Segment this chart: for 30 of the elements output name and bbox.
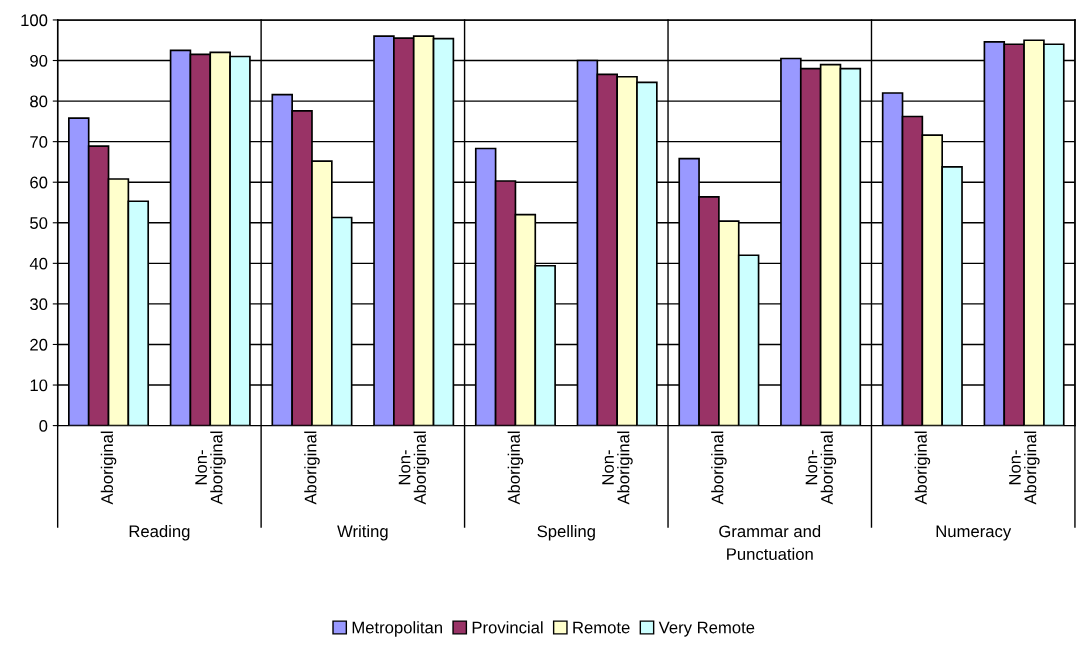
text: Grammar and Punctuation: [719, 524, 821, 561]
legend-label: Provincial: [472, 621, 543, 634]
text: Numeracy: [936, 525, 1012, 541]
text: Spelling: [537, 524, 595, 541]
legend-label: Metropolitan: [352, 621, 442, 637]
x-tick-label: Non- Aboriginal: [805, 431, 837, 505]
x-tick-label: Aboriginal: [711, 431, 727, 505]
legend-label: Very Remote: [658, 621, 755, 637]
y-tick-label: 90: [30, 54, 48, 67]
x-tick-label: Aboriginal: [507, 431, 524, 505]
x-tick-label: Non- Aboriginal: [195, 431, 226, 505]
y-tick-label: 10: [30, 379, 48, 392]
x-tick-label: Non- Aboriginal: [1009, 431, 1040, 505]
y-tick-label: 80: [30, 95, 48, 108]
y-tick-label: 70: [30, 136, 48, 148]
y-tick-label: 0: [39, 420, 48, 432]
y-tick-label: 20: [30, 338, 48, 351]
x-tick-label: Non- Aboriginal: [602, 431, 633, 505]
x-tick-label: Aboriginal: [914, 431, 931, 505]
y-tick-label: 30: [30, 298, 48, 311]
text: Writing: [337, 524, 388, 541]
x-tick-label: Aboriginal: [304, 431, 320, 505]
y-tick-label: 100: [21, 14, 48, 27]
legend-label: Remote: [573, 621, 630, 634]
x-tick-label: Non- Aboriginal: [398, 431, 430, 505]
text: Reading: [129, 524, 190, 541]
y-tick-label: 60: [30, 176, 48, 189]
y-tick-label: 40: [29, 257, 48, 270]
x-tick-label: Aboriginal: [100, 431, 117, 505]
y-tick-label: 50: [30, 217, 48, 229]
